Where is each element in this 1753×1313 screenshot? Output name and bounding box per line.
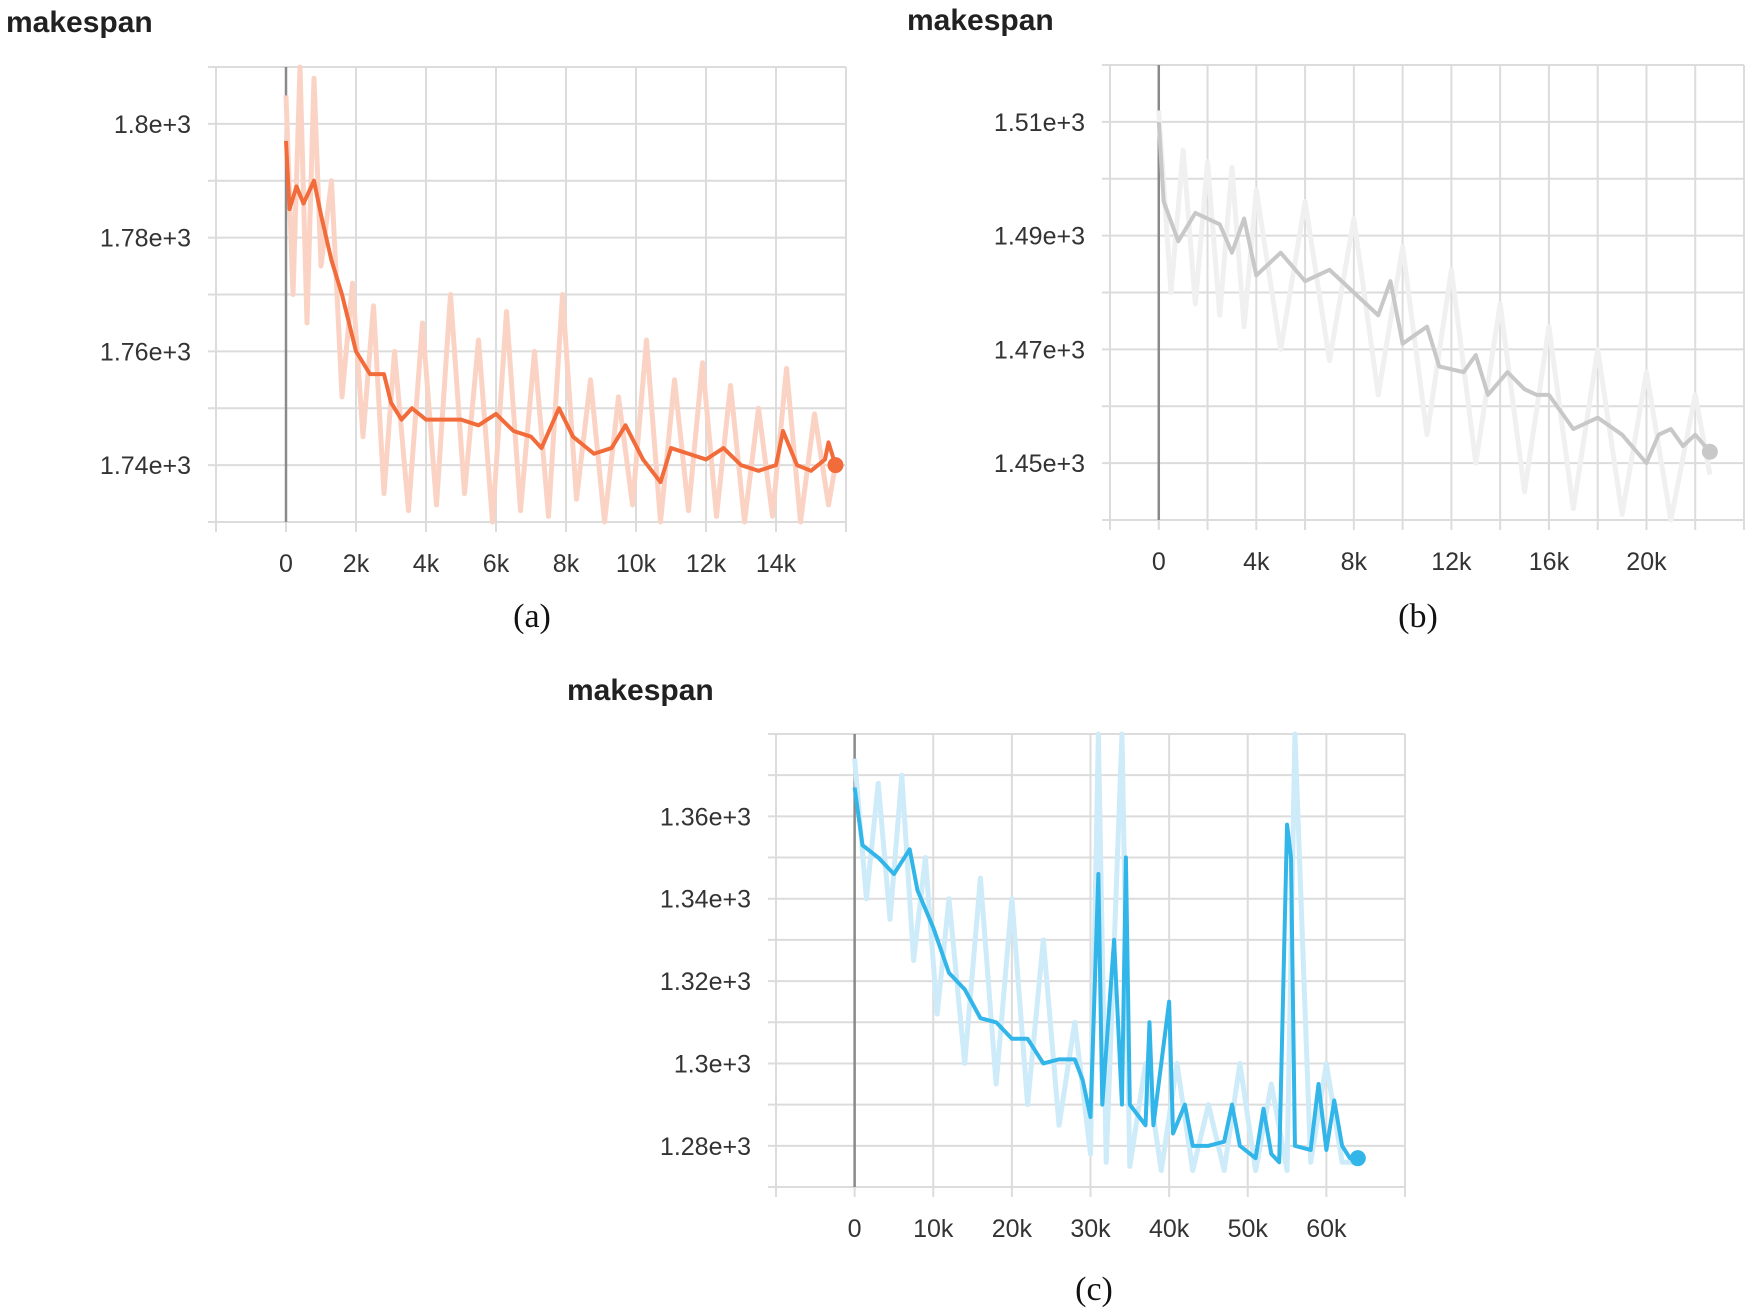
x-tick-label: 0 xyxy=(279,550,293,578)
y-tick-label: 1.45e+3 xyxy=(994,450,1085,478)
grid xyxy=(1102,64,1745,530)
series-end-marker xyxy=(1349,1150,1366,1167)
y-tick-label: 1.74e+3 xyxy=(100,452,191,480)
chart-a: makespan (a) 0 2k 4k 6k 8k 10k 12k 14k 1.74e+3 1.… xyxy=(6,6,847,635)
chart-title: makespan xyxy=(907,4,1054,37)
smoothed-series-line xyxy=(852,787,1358,1165)
chart-b: makespan (b) 0 4k 8k 12k 16k 20k 1.45e+3 1.47e+… xyxy=(907,4,1745,635)
x-tick-label: 12k xyxy=(1431,548,1472,576)
x-tick-label: 12k xyxy=(686,550,727,578)
y-tick-label: 1.28e+3 xyxy=(660,1133,751,1161)
y-tick-label: 1.78e+3 xyxy=(100,225,191,253)
raw-series-line xyxy=(852,731,1358,1174)
chart-caption: (b) xyxy=(1398,598,1438,635)
x-tick-label: 30k xyxy=(1070,1215,1111,1243)
x-tick-label: 4k xyxy=(413,550,440,578)
x-tick-label: 0 xyxy=(848,1215,862,1243)
x-tick-label: 50k xyxy=(1228,1215,1269,1243)
x-tick-label: 14k xyxy=(756,550,797,578)
x-tick-label: 16k xyxy=(1529,548,1570,576)
x-tick-label: 10k xyxy=(616,550,657,578)
smoothed-series-line xyxy=(284,140,838,485)
x-tick-label: 40k xyxy=(1149,1215,1190,1243)
chart-caption: (c) xyxy=(1075,1271,1113,1308)
chart-c: makespan (c) 0 10k 20k 30k 40k 50k 60k 1.28e+3 1… xyxy=(567,674,1406,1308)
series-end-marker xyxy=(1701,443,1718,460)
x-tick-label: 8k xyxy=(1341,548,1368,576)
chart-caption: (a) xyxy=(513,598,551,635)
y-tick-label: 1.51e+3 xyxy=(994,109,1085,137)
y-tick-label: 1.34e+3 xyxy=(660,886,751,914)
x-tick-label: 8k xyxy=(553,550,580,578)
series-end-marker xyxy=(827,457,844,474)
y-tick-label: 1.36e+3 xyxy=(660,803,751,831)
y-tick-label: 1.49e+3 xyxy=(994,223,1085,251)
y-tick-label: 1.32e+3 xyxy=(660,968,751,996)
raw-series-line xyxy=(1156,110,1713,523)
chart-title: makespan xyxy=(567,674,714,707)
x-tick-label: 0 xyxy=(1152,548,1166,576)
x-tick-label: 6k xyxy=(483,550,510,578)
x-tick-label: 2k xyxy=(343,550,370,578)
y-tick-label: 1.3e+3 xyxy=(674,1050,751,1078)
chart-title: makespan xyxy=(6,6,153,39)
smoothed-series-line xyxy=(1156,121,1712,466)
x-tick-label: 60k xyxy=(1306,1215,1347,1243)
raw-series-line xyxy=(283,64,838,525)
y-tick-label: 1.76e+3 xyxy=(100,338,191,366)
x-tick-label: 10k xyxy=(913,1215,954,1243)
x-tick-label: 20k xyxy=(1626,548,1667,576)
y-tick-label: 1.47e+3 xyxy=(994,336,1085,364)
y-tick-label: 1.8e+3 xyxy=(114,111,191,139)
x-tick-label: 4k xyxy=(1243,548,1270,576)
x-tick-label: 20k xyxy=(992,1215,1033,1243)
